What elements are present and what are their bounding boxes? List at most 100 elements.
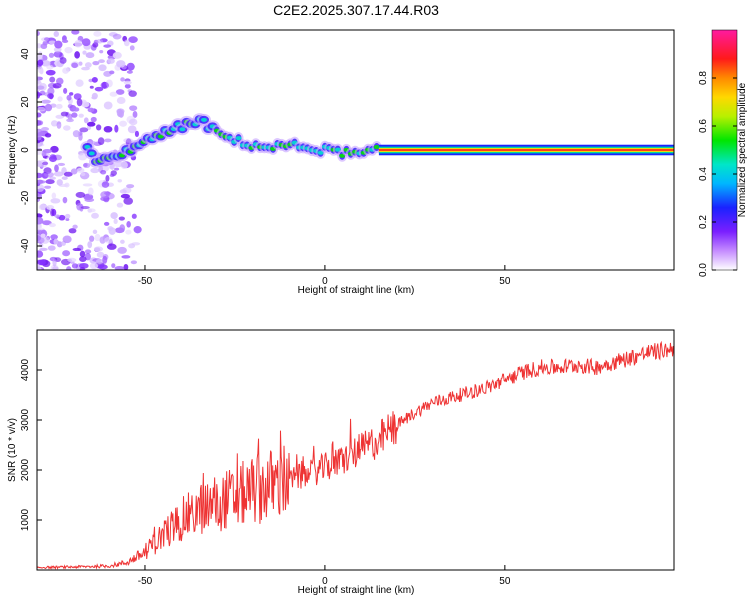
spectrogram-noise-blob (53, 238, 59, 245)
spectrogram-noise-blob (79, 256, 87, 263)
spectrogram-noise-blob (76, 167, 85, 173)
spectrogram-noise-blob (74, 51, 80, 59)
spectrogram-noise-blob (56, 179, 63, 186)
spectrogram-peak-blob (334, 147, 341, 152)
spectrogram-noise-blob (46, 64, 54, 70)
snr-x-tick-label: -50 (138, 576, 153, 587)
snr-y-tick-label: 1000 (20, 508, 31, 531)
spectrogram-noise-blob (55, 114, 64, 119)
spectrogram-peak-blob (157, 134, 164, 139)
spectrogram-noise-blob (53, 51, 63, 58)
spectrogram-noise-blob (80, 205, 90, 210)
spectrogram-noise-blob (37, 59, 44, 66)
spectrogram-y-tick-label: 0 (20, 147, 31, 153)
spectrogram-noise-blob (84, 62, 92, 68)
spectrogram-noise-blob (37, 76, 44, 81)
spectrogram-noise-blob (65, 217, 70, 222)
spectrogram-noise-blob (93, 246, 104, 252)
spectrogram-noise-blob (100, 81, 110, 89)
spectrogram-noise-blob (134, 130, 140, 138)
colorbar-label: Normalized spectral amplitude (737, 82, 748, 217)
spectrogram-noise-blob (37, 92, 41, 97)
spectrogram-noise-blob (47, 87, 55, 95)
spectrogram-noise-blob (90, 167, 100, 174)
spectrogram-noise-blob (48, 40, 56, 45)
spectrogram-noise-blob (39, 247, 48, 252)
spectrogram-noise-blob (41, 60, 51, 67)
colorbar-scale (712, 30, 737, 270)
spectrogram-noise-blob (92, 60, 100, 66)
spectrogram-noise-blob (48, 155, 57, 163)
spectrogram-noise-blob (44, 133, 52, 138)
spectrogram-noise-blob (72, 130, 80, 138)
spectrogram-noise-blob (100, 191, 110, 199)
spectrogram-noise-blob (97, 137, 105, 146)
spectrogram-noise-blob (100, 170, 107, 175)
spectrogram-noise-blob (131, 213, 137, 219)
spectrogram-noise-blob (101, 181, 110, 188)
spectrogram-noise-blob (98, 59, 105, 63)
spectrogram-noise-blob (106, 243, 117, 250)
spectrogram-noise-blob (78, 113, 84, 118)
spectrogram-peak-blob (200, 117, 207, 122)
spectrogram-noise-blob (124, 83, 131, 89)
spectrogram-noise-blob (37, 31, 40, 36)
spectrogram-noise-blob (108, 227, 116, 235)
spectrogram-noise-blob (121, 255, 131, 259)
spectrogram-noise-blob (50, 198, 61, 204)
colorbar-ticks: 0.0 0.2 0.4 0.6 0.8 (698, 71, 737, 277)
spectrogram-noise-blob (42, 148, 53, 154)
spectrogram-noise-blob (73, 93, 82, 100)
spectrogram-noise-blob (84, 249, 92, 254)
spectrogram-noise-blob (126, 220, 131, 228)
spectrogram-noise-blob (56, 241, 63, 248)
spectrogram-y-tick-label: 20 (20, 96, 31, 108)
spectrogram-peak-blob (317, 150, 324, 155)
spectrogram-noise-blob (44, 185, 52, 189)
spectrogram-noise-blob (41, 99, 51, 104)
spectrogram-noise-blob (99, 236, 106, 244)
spectrogram-noise-blob (127, 125, 137, 134)
spectrogram-noise-blob (120, 77, 125, 82)
spectrogram-noise-blob (120, 239, 125, 244)
spectrogram-y-tick-label: -20 (20, 190, 31, 205)
spectrogram-noise-blob (109, 173, 115, 177)
spectrogram-noise-blob (37, 197, 41, 202)
spectrogram-noise-blob (103, 101, 113, 110)
spectrogram-noise-blob (37, 112, 42, 118)
spectrogram-noise-blob (64, 213, 71, 219)
spectrogram-noise-blob (37, 184, 45, 192)
spectrogram-noise-blob (71, 112, 78, 118)
spectrogram-noise-blob (70, 168, 78, 175)
spectrogram-noise-blob (42, 161, 49, 166)
spectrogram-noise-blob (52, 258, 57, 267)
colorbar-tick-label: 0.2 (698, 215, 709, 229)
colorbar-tick-label: 0.4 (698, 167, 709, 181)
spectrogram-noise-blob (37, 106, 46, 112)
spectrogram-noise-blob (66, 118, 74, 123)
spectrogram-noise-blob (82, 50, 87, 55)
spectrogram-noise-blob (48, 223, 56, 228)
spectrogram-noise-blob (48, 52, 55, 58)
snr-series-line (37, 340, 674, 570)
spectrogram-noise-blob (37, 266, 42, 270)
spectrogram-noise-blob (107, 58, 115, 64)
spectrogram-noise-blob (82, 162, 91, 169)
spectrogram-x-tick-label: 0 (322, 276, 328, 287)
spectrogram-noise-blob (63, 87, 68, 94)
spectrogram-noise-blob (111, 263, 116, 269)
spectrogram-noise-blob (50, 145, 59, 153)
spectrogram-noise-blob (37, 133, 42, 141)
spectrogram-noise-blob (117, 113, 123, 118)
spectrogram-noise-blob (37, 229, 44, 234)
spectrogram-noise-blob (37, 259, 46, 266)
spectrogram-noise-blob (98, 64, 107, 72)
spectrogram-noise-blob (128, 36, 138, 43)
spectrogram-noise-blob (91, 77, 98, 83)
spectrogram-noise-blob (49, 176, 56, 180)
spectrogram-noise-blob (75, 191, 86, 198)
spectrogram-noise-blob (87, 187, 94, 196)
snr-x-tick-label: 0 (322, 576, 328, 587)
spectrogram-peak-blob (235, 136, 242, 141)
